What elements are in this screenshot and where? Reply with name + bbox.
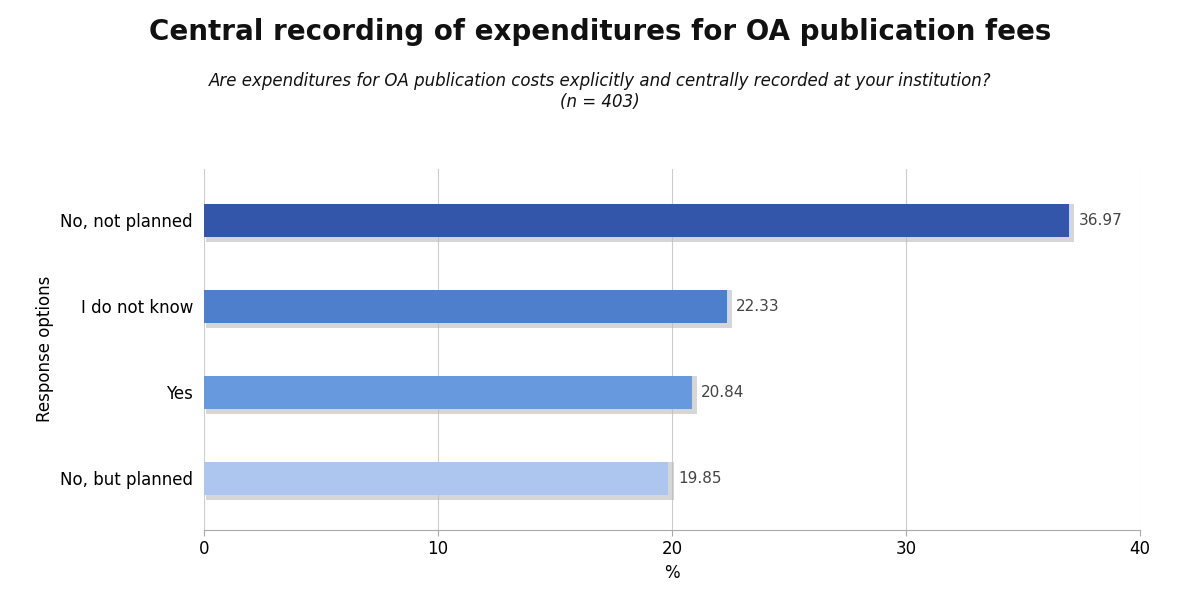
Text: Central recording of expenditures for OA publication fees: Central recording of expenditures for OA… xyxy=(149,18,1051,46)
Bar xyxy=(204,376,691,409)
Bar xyxy=(204,204,1069,237)
Bar xyxy=(206,462,674,500)
Text: 19.85: 19.85 xyxy=(678,471,721,486)
Bar xyxy=(204,462,668,494)
Text: 36.97: 36.97 xyxy=(1079,213,1122,228)
Y-axis label: Response options: Response options xyxy=(36,276,54,423)
Text: Are expenditures for OA publication costs explicitly and centrally recorded at y: Are expenditures for OA publication cost… xyxy=(209,72,991,111)
Text: 22.33: 22.33 xyxy=(736,299,780,314)
Bar xyxy=(206,204,1074,241)
Text: 20.84: 20.84 xyxy=(701,385,744,400)
Bar xyxy=(206,290,732,327)
Bar xyxy=(206,376,697,414)
Bar xyxy=(204,290,726,323)
X-axis label: %: % xyxy=(664,563,680,582)
